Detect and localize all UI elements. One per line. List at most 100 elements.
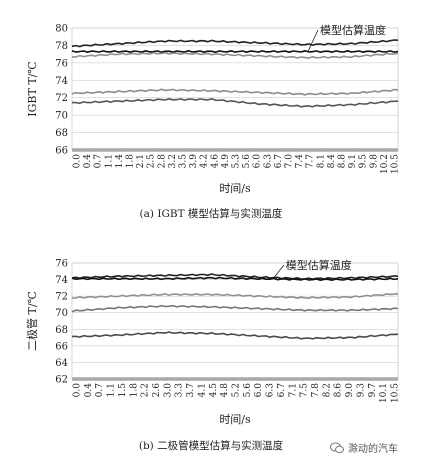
annotation-leader bbox=[273, 264, 285, 279]
x-axis-label: 时间/s bbox=[219, 413, 251, 426]
x-tick-label: 4.6 bbox=[210, 154, 220, 169]
x-tick-label: 7.5 bbox=[300, 383, 310, 398]
y-tick-label: 76 bbox=[55, 58, 68, 69]
x-tick-label: 3.7 bbox=[186, 383, 196, 398]
x-tick-label: 10.1 bbox=[379, 383, 389, 403]
x-tick-label: 4.9 bbox=[221, 154, 231, 169]
y-tick-label: 70 bbox=[55, 111, 68, 122]
x-tick-label: 0.4 bbox=[84, 383, 94, 398]
x-tick-label: 7.7 bbox=[306, 154, 316, 169]
x-tick-label: 6.0 bbox=[254, 383, 264, 398]
x-tick-label: 6.3 bbox=[263, 154, 273, 169]
x-tick-label: 6.7 bbox=[277, 383, 287, 398]
x-tick-label: 5.3 bbox=[232, 154, 242, 169]
x-tick-label: 8.2 bbox=[322, 383, 332, 397]
caption-diode: (b) 二极管模型估算与实测温度 bbox=[138, 440, 284, 452]
x-tick-label: 7.1 bbox=[288, 383, 298, 397]
y-tick-label: 66 bbox=[55, 146, 68, 157]
x-tick-label: 2.8 bbox=[157, 154, 167, 169]
x-tick-label: 3.2 bbox=[168, 154, 178, 168]
x-tick-label: 9.8 bbox=[369, 154, 379, 169]
y-tick-label: 80 bbox=[55, 24, 68, 35]
series-line bbox=[71, 39, 399, 48]
x-tick-label: 9.5 bbox=[359, 154, 369, 169]
x-tick-label: 1.8 bbox=[129, 383, 139, 398]
annotation-leader bbox=[307, 29, 319, 52]
x-tick-label: 0.7 bbox=[94, 154, 104, 169]
x-tick-label: 4.2 bbox=[200, 154, 210, 168]
x-axis-label: 时间/s bbox=[219, 182, 251, 195]
x-tick-label: 0.0 bbox=[73, 383, 83, 398]
plot-area bbox=[71, 262, 399, 380]
series-line bbox=[72, 51, 399, 59]
y-tick-label: 72 bbox=[55, 292, 68, 303]
x-tick-label: 3.3 bbox=[175, 383, 185, 398]
x-tick-label: 6.7 bbox=[274, 154, 284, 169]
watermark-text: 滁动的汽车 bbox=[348, 444, 398, 455]
wechat-icon bbox=[330, 442, 344, 453]
x-tick-label: 2.1 bbox=[136, 154, 146, 168]
y-tick-label: 76 bbox=[55, 259, 68, 270]
diode-temperature-chart: 62 64 66 68 70 72 74 76 0.0 0.4 0.7 1.1 1.5 1.8 2.2 2.6… bbox=[25, 258, 401, 426]
x-tick-label: 0.0 bbox=[73, 154, 83, 169]
x-tick-label: 6.0 bbox=[253, 154, 263, 169]
x-tick-label: 9.7 bbox=[368, 383, 378, 398]
y-tick-label: 70 bbox=[55, 308, 68, 319]
y-tick-label: 72 bbox=[55, 93, 68, 104]
y-axis-label: IGBT T/℃ bbox=[26, 61, 39, 116]
x-tick-label: 6.3 bbox=[266, 383, 276, 398]
x-tick-label: 9.1 bbox=[348, 154, 358, 168]
y-tick-label: 74 bbox=[55, 275, 68, 286]
series-line bbox=[71, 304, 399, 313]
x-tick-label: 10.5 bbox=[391, 154, 401, 174]
x-tick-label: 1.8 bbox=[126, 154, 136, 169]
x-tick-label: 1.5 bbox=[118, 383, 128, 398]
x-tick-label: 8.8 bbox=[338, 154, 348, 169]
series-line bbox=[72, 98, 399, 108]
series-line bbox=[71, 273, 399, 281]
x-tick-label: 8.4 bbox=[327, 154, 337, 169]
x-tick-label: 4.5 bbox=[209, 383, 219, 398]
y-tick-label: 68 bbox=[55, 325, 68, 336]
igbt-temperature-chart: 66 68 70 72 74 76 78 80 0.0 0.4 0.7 1.1 1.4 1.8 2.1 2.5… bbox=[26, 23, 401, 195]
x-tick-label: 9.3 bbox=[356, 383, 366, 398]
x-tick-label: 5.2 bbox=[232, 383, 242, 397]
x-tick-label: 5.6 bbox=[242, 154, 252, 169]
x-tick-label: 7.4 bbox=[295, 154, 305, 169]
series-line bbox=[72, 292, 399, 300]
y-tick-label: 78 bbox=[55, 41, 68, 52]
x-tick-label: 0.4 bbox=[83, 154, 93, 169]
x-tick-label: 2.6 bbox=[152, 383, 162, 398]
x-tick-label: 8.6 bbox=[334, 383, 344, 398]
x-tick-label: 4.8 bbox=[220, 383, 230, 398]
series-line bbox=[71, 49, 399, 54]
x-tick-label: 1.4 bbox=[115, 154, 125, 169]
y-tick-label: 64 bbox=[55, 358, 68, 369]
y-tick-label: 74 bbox=[55, 76, 68, 87]
x-tick-label: 10.2 bbox=[380, 154, 390, 174]
x-tick-label: 1.1 bbox=[104, 154, 114, 168]
y-tick-label: 62 bbox=[55, 375, 68, 386]
series-line bbox=[71, 276, 399, 282]
y-axis-label: 二极管 T/℃ bbox=[25, 291, 39, 351]
x-tick-label: 5.6 bbox=[243, 383, 253, 398]
x-tick-label: 3.0 bbox=[163, 383, 173, 398]
series-line bbox=[71, 88, 399, 96]
caption-igbt: (a) IGBT 模型估算与实测温度 bbox=[139, 208, 283, 220]
x-tick-label: 2.2 bbox=[141, 383, 151, 397]
x-tick-label: 10.5 bbox=[391, 383, 401, 403]
series-line bbox=[72, 331, 399, 340]
plot-area bbox=[71, 27, 399, 151]
x-tick-label: 7.8 bbox=[311, 383, 321, 398]
x-tick-label: 3.9 bbox=[189, 154, 199, 169]
x-tick-label: 2.5 bbox=[147, 154, 157, 169]
annotation-label: 模型估算温度 bbox=[320, 23, 386, 37]
y-tick-label: 68 bbox=[55, 128, 68, 139]
x-tick-label: 9.0 bbox=[345, 383, 355, 398]
x-tick-label: 7.0 bbox=[285, 154, 295, 169]
y-tick-label: 66 bbox=[55, 341, 68, 352]
x-tick-label: 0.7 bbox=[95, 383, 105, 398]
x-tick-label: 1.1 bbox=[107, 383, 117, 397]
x-tick-label: 8.1 bbox=[316, 154, 326, 168]
x-tick-label: 4.1 bbox=[197, 383, 207, 397]
